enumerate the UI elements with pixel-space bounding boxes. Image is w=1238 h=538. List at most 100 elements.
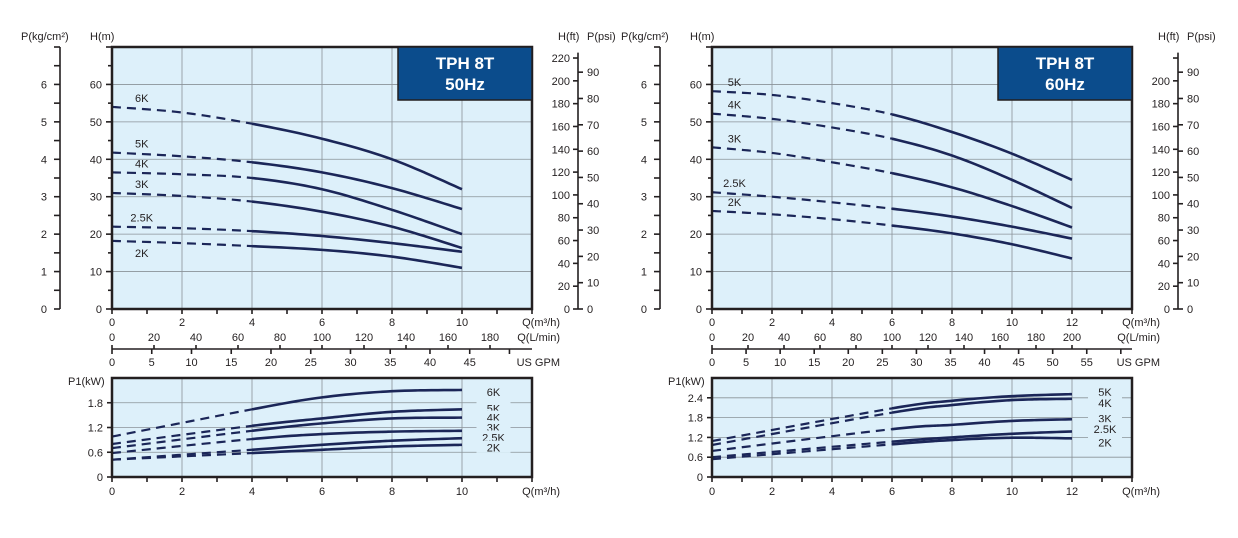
lmin-tick-label: 100: [313, 332, 331, 344]
kg-tick-label: 0: [41, 304, 47, 316]
head-curve-6K: [251, 122, 463, 191]
psi-tick-label: 90: [587, 67, 599, 79]
power-curve-2K: [891, 436, 1073, 446]
ft-tick-label: 220: [552, 53, 570, 65]
power-curve-dashed-5K: [111, 424, 253, 446]
ft-tick-label: 180: [552, 99, 570, 111]
power-curve-label-6K: 6K: [487, 387, 501, 399]
q-tick-label: 2: [769, 486, 775, 498]
power-curve-3K: [251, 429, 463, 441]
q-tick-label: 12: [1066, 317, 1078, 329]
lmin-tick-label: 80: [850, 332, 862, 344]
q-tick-label: 10: [1006, 486, 1018, 498]
power-curve-dashed-4K: [111, 429, 253, 450]
psi-tick-label: 50: [1187, 172, 1199, 184]
psi-tick-label: 60: [587, 146, 599, 158]
h-tick-label: 0: [96, 304, 102, 316]
power-curve-3K: [891, 417, 1073, 431]
curve-label-2.5K: 2.5K: [130, 213, 153, 225]
ft-tick-label: 100: [1152, 190, 1170, 202]
psi-tick-label: 0: [587, 304, 593, 316]
psi-tick-label: 70: [587, 120, 599, 132]
kg-tick-label: 6: [41, 79, 47, 91]
q-tick-label: 0: [709, 317, 715, 329]
kg-axis-label: P(kg/cm²): [621, 31, 669, 43]
kw-tick-label: 0.6: [88, 447, 103, 459]
gpm-axis-label: US GPM: [517, 357, 560, 369]
q-tick-label: 4: [829, 486, 835, 498]
q-axis-label: Q(m³/h): [522, 486, 560, 498]
lmin-tick-label: 60: [814, 332, 826, 344]
label-bg: [1088, 422, 1122, 435]
gpm-tick-label: 0: [109, 357, 115, 369]
ft-tick-label: 40: [558, 258, 570, 270]
ft-tick-label: 200: [552, 76, 570, 88]
psi-tick-label: 10: [587, 278, 599, 290]
ft-tick-label: 0: [564, 304, 570, 316]
label-bg: [476, 420, 511, 433]
model-title-line: TPH 8T: [436, 54, 495, 73]
kw-tick-label: 0.6: [688, 452, 703, 464]
curve-label-4K: 4K: [728, 100, 742, 112]
head-curve-5K: [891, 113, 1073, 182]
gpm-tick-label: 45: [464, 357, 476, 369]
gpm-tick-label: 50: [1047, 357, 1059, 369]
h-axis-label: H(m): [690, 31, 714, 43]
q-tick-label: 2: [179, 486, 185, 498]
kw-tick-label: 1.2: [88, 423, 103, 435]
psi-tick-label: 90: [1187, 67, 1199, 79]
gpm-tick-label: 10: [774, 357, 786, 369]
model-title-box: [397, 46, 533, 101]
head-curve-2.5K: [891, 207, 1073, 240]
q-axis-label: Q(m³/h): [1122, 317, 1160, 329]
psi-tick-label: 30: [587, 225, 599, 237]
gpm-tick-label: 20: [265, 357, 277, 369]
h-tick-label: 0: [696, 304, 702, 316]
kw-tick-label: 0: [97, 472, 103, 484]
power-curve-label-2.5K: 2.5K: [1094, 424, 1117, 436]
lmin-tick-label: 20: [742, 332, 754, 344]
head-curve-5K: [251, 160, 463, 211]
head-curve-2.5K: [251, 229, 463, 254]
q-tick-label: 0: [109, 317, 115, 329]
gpm-tick-label: 20: [842, 357, 854, 369]
gpm-tick-label: 55: [1081, 357, 1093, 369]
lmin-tick-label: 180: [481, 332, 499, 344]
head-curve-dashed-4K: [111, 171, 253, 180]
model-title-line: 50Hz: [445, 75, 485, 94]
lmin-tick-label: 160: [439, 332, 457, 344]
power-curve-2K: [251, 443, 463, 455]
gpm-axis-label: US GPM: [1117, 357, 1160, 369]
power-curve-dashed-2K: [111, 451, 253, 461]
gpm-tick-label: 15: [225, 357, 237, 369]
kg-tick-label: 6: [641, 79, 647, 91]
power-curve-label-4K: 4K: [1098, 398, 1112, 410]
lmin-tick-label: 60: [232, 332, 244, 344]
label-bg: [1088, 411, 1122, 424]
lmin-tick-label: 160: [991, 332, 1009, 344]
lmin-tick-label: 0: [709, 332, 715, 344]
kg-tick-label: 3: [641, 192, 647, 204]
gpm-tick-label: 40: [424, 357, 436, 369]
lmin-tick-label: 100: [883, 332, 901, 344]
kg-tick-label: 4: [41, 154, 47, 166]
psi-tick-label: 40: [1187, 199, 1199, 211]
q-tick-label: 8: [949, 317, 955, 329]
psi-tick-label: 70: [1187, 120, 1199, 132]
q-tick-label: 2: [769, 317, 775, 329]
ft-tick-label: 0: [1164, 304, 1170, 316]
power-curve-label-2K: 2K: [487, 443, 501, 455]
head-curve-3K: [251, 200, 463, 250]
psi-tick-label: 60: [1187, 146, 1199, 158]
head-curve-dashed-2.5K: [711, 191, 893, 210]
q-tick-label: 4: [249, 317, 255, 329]
h-tick-label: 60: [90, 79, 102, 91]
ft-tick-label: 160: [1152, 121, 1170, 133]
kg-tick-label: 1: [641, 267, 647, 279]
q-tick-label: 4: [829, 317, 835, 329]
h-tick-label: 50: [690, 117, 702, 129]
head-curve-4K: [251, 176, 463, 236]
